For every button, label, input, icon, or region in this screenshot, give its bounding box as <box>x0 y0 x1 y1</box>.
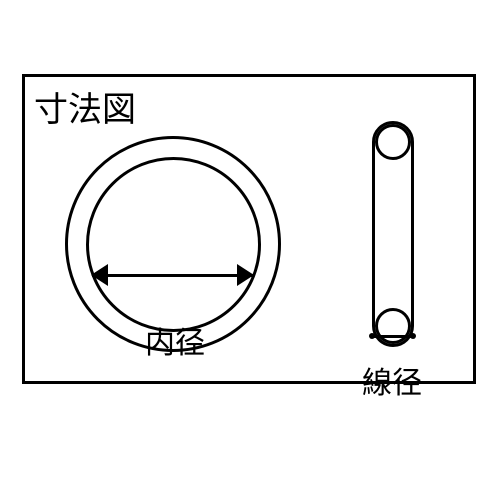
wire-diameter-dimline <box>372 335 413 338</box>
inner-diameter-arrow-right <box>237 264 254 286</box>
side-profile-top-endcap <box>375 124 411 160</box>
diagram-title: 寸法図 <box>34 82 136 131</box>
inner-diameter-dimline <box>92 274 254 277</box>
ring-inner-circle <box>86 157 261 332</box>
diagram-canvas: 寸法図 内径 線径 <box>0 0 500 500</box>
inner-diameter-arrow-left <box>91 264 108 286</box>
wire-diameter-term-right <box>410 333 416 339</box>
side-profile-bottom-endcap <box>375 308 411 344</box>
wire-diameter-label: 線径 <box>362 358 422 402</box>
inner-diameter-label: 内径 <box>145 318 205 362</box>
wire-diameter-term-left <box>369 333 375 339</box>
